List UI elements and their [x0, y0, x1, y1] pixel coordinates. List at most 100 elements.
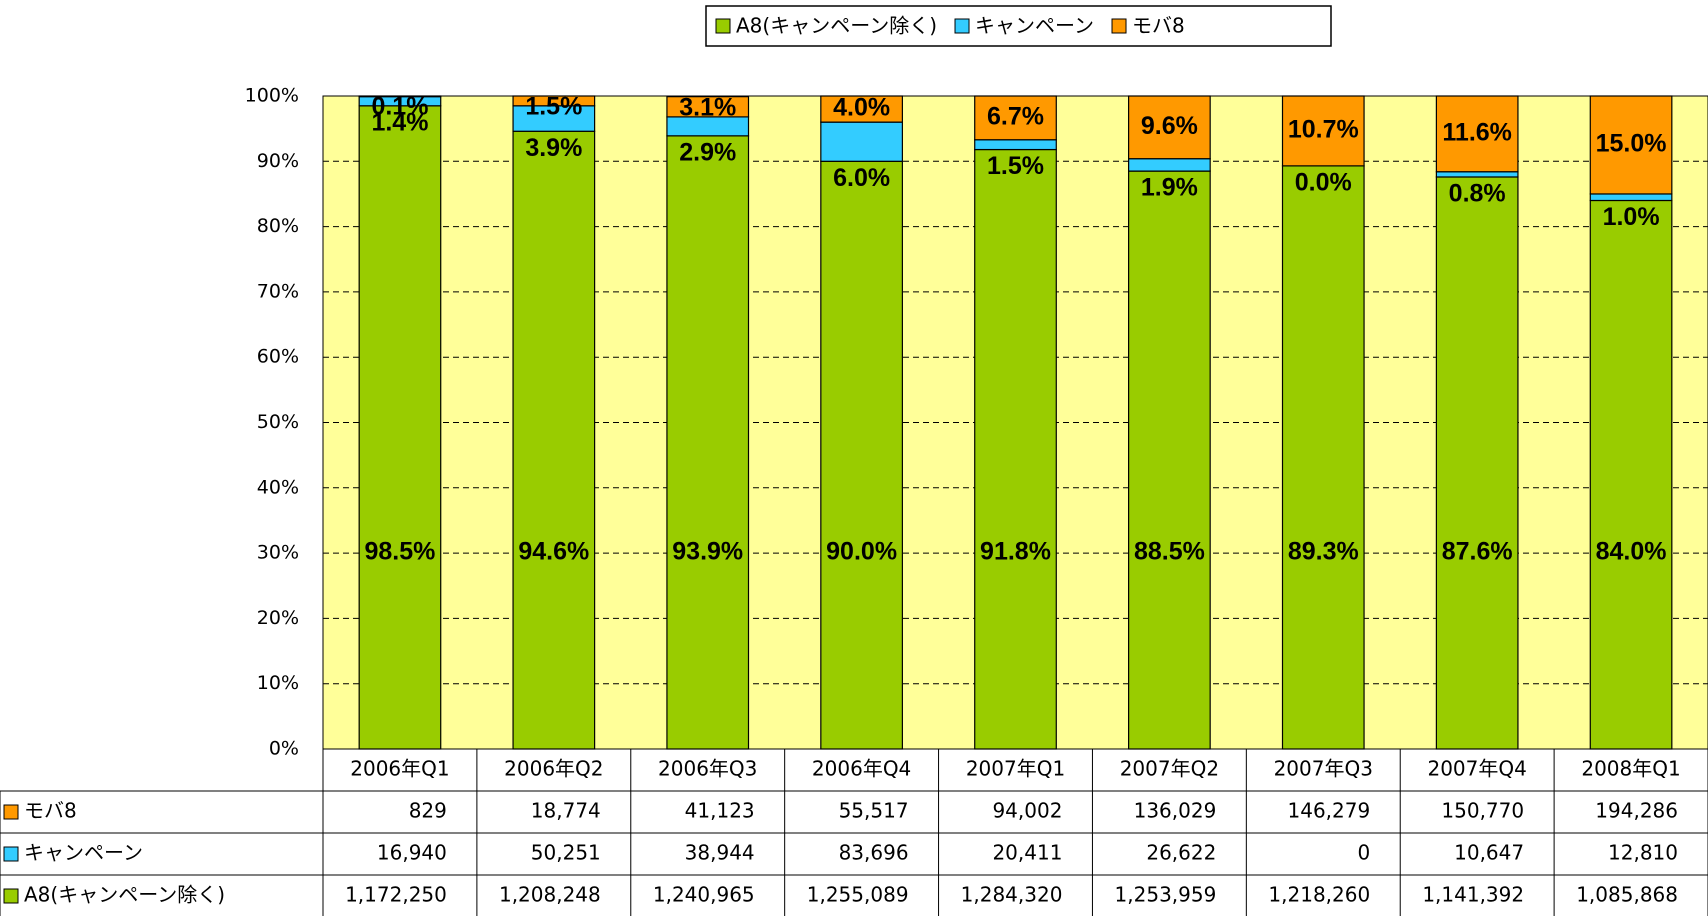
bar-segment [1128, 95, 1211, 160]
data-label: 15.0% [1596, 130, 1667, 158]
x-tick-label: 2007年Q1 [966, 757, 1065, 781]
data-label: 0.0% [1295, 168, 1352, 196]
legend-swatch [715, 18, 731, 34]
table-row-label: モバ8 [24, 799, 77, 823]
bar-segment [974, 148, 1057, 750]
table-cell: 94,002 [992, 799, 1062, 823]
data-label: 0.8% [1449, 180, 1506, 208]
table-cell: 194,286 [1595, 799, 1678, 823]
table-cell: 1,141,392 [1422, 883, 1524, 907]
table-cell: 16,940 [377, 841, 447, 865]
table-cell: 0 [1357, 841, 1370, 865]
y-tick-label: 80% [257, 215, 299, 237]
bar-segment [820, 121, 903, 162]
y-tick-label: 90% [257, 150, 299, 172]
data-label: 3.9% [525, 134, 582, 162]
legend-box [705, 5, 1332, 47]
data-label: 84.0% [1596, 538, 1667, 566]
x-tick-label: 2008年Q1 [1581, 757, 1680, 781]
table-cell: 1,240,965 [653, 883, 755, 907]
table-cell: 1,085,868 [1576, 883, 1678, 907]
data-label: 6.0% [833, 164, 890, 192]
bar-segment [666, 96, 750, 118]
data-label: 1.4% [371, 108, 428, 136]
data-label: 0.1% [371, 93, 428, 121]
table-swatch [3, 888, 19, 904]
table-cell: 1,255,089 [807, 883, 909, 907]
table-cell: 1,208,248 [499, 883, 601, 907]
table-cell: 83,696 [839, 841, 909, 865]
bar-segment [512, 130, 596, 750]
table-cell: 41,123 [685, 799, 755, 823]
bar-segment [358, 95, 442, 98]
data-label: 3.1% [679, 93, 736, 121]
table-cell: 20,411 [992, 841, 1062, 865]
data-label: 87.6% [1442, 538, 1513, 566]
legend-swatch [1111, 18, 1127, 34]
data-label: 9.6% [1141, 112, 1198, 140]
table-cell: 38,944 [685, 841, 755, 865]
y-tick-label: 70% [257, 280, 299, 302]
data-label: 1.0% [1603, 203, 1660, 231]
data-label: 89.3% [1288, 538, 1359, 566]
bar-segment [1281, 165, 1365, 750]
bar-segment [1128, 158, 1211, 172]
table-row-label: キャンペーン [24, 841, 143, 865]
x-tick-label: 2007年Q2 [1120, 757, 1219, 781]
table-cell: 150,770 [1441, 799, 1524, 823]
table-cell: 55,517 [839, 799, 909, 823]
bar-segment [1589, 199, 1673, 750]
table-cell: 10,647 [1454, 841, 1524, 865]
x-tick-label: 2007年Q3 [1274, 757, 1373, 781]
table-cell: 1,172,250 [345, 883, 447, 907]
data-label: 11.6% [1442, 118, 1512, 146]
table-cell: 829 [409, 799, 447, 823]
bar-segment [1589, 95, 1673, 195]
data-label: 90.0% [826, 538, 897, 566]
data-label: 93.9% [672, 538, 743, 566]
y-tick-label: 10% [257, 672, 299, 694]
table-cell: 50,251 [531, 841, 601, 865]
bar-segment [358, 105, 442, 750]
bar-segment [820, 160, 903, 750]
bar-segment [820, 95, 903, 123]
legend-label: モバ8 [1132, 14, 1185, 38]
y-tick-label: 100% [245, 85, 299, 107]
bar-segment [512, 95, 596, 107]
legend-label: キャンペーン [975, 14, 1094, 38]
data-label: 6.7% [987, 102, 1044, 130]
table-cell: 12,810 [1608, 841, 1678, 865]
table-cell: 136,029 [1134, 799, 1217, 823]
table-cell: 18,774 [531, 799, 601, 823]
legend-label: A8(キャンペーン除く) [736, 14, 937, 38]
table-swatch [3, 846, 19, 862]
data-label: 4.0% [833, 94, 890, 122]
y-tick-label: 60% [257, 346, 299, 368]
data-label: 1.5% [525, 93, 582, 121]
x-tick-label: 2006年Q1 [350, 757, 449, 781]
table-cell: 26,622 [1146, 841, 1216, 865]
data-label: 91.8% [980, 538, 1051, 566]
bar-segment [1281, 95, 1365, 167]
x-tick-label: 2006年Q3 [658, 757, 757, 781]
x-tick-label: 2007年Q4 [1427, 757, 1526, 781]
bar-segment [1435, 171, 1519, 178]
bar-segment [512, 105, 596, 132]
bar-segment [1128, 170, 1211, 750]
x-tick-label: 2006年Q2 [504, 757, 603, 781]
y-tick-label: 40% [257, 476, 299, 498]
table-cell: 1,253,959 [1115, 883, 1217, 907]
x-tick-label: 2006年Q4 [812, 757, 911, 781]
bar-segment [1435, 95, 1519, 173]
table-row-label: A8(キャンペーン除く) [24, 883, 225, 907]
legend-swatch [954, 18, 970, 34]
data-label: 2.9% [679, 138, 736, 166]
y-tick-label: 20% [257, 607, 299, 629]
bar-segment [974, 95, 1057, 141]
y-tick-label: 0% [269, 738, 299, 760]
y-tick-label: 30% [257, 542, 299, 564]
table-cell: 1,218,260 [1268, 883, 1370, 907]
bar-segment [1589, 193, 1673, 202]
data-label: 94.6% [518, 538, 589, 566]
